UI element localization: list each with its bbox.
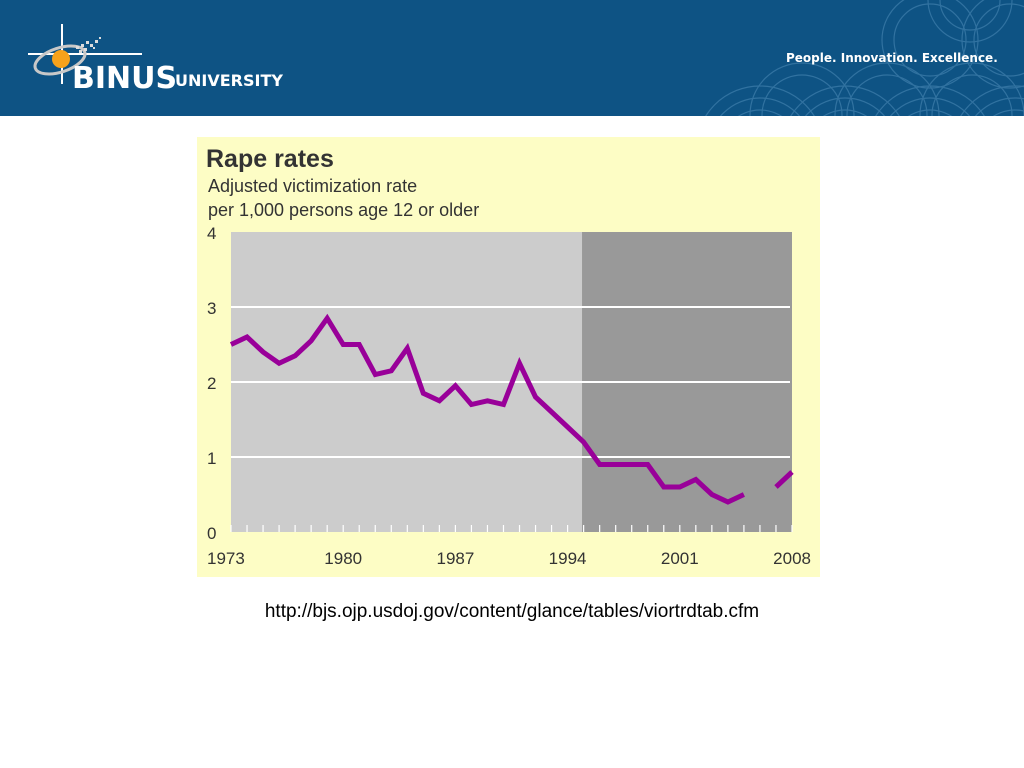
y-tick-label: 3 — [207, 299, 216, 318]
x-tick-label: 1987 — [436, 549, 474, 568]
source-url-text: http://bjs.ojp.usdoj.gov/content/glance/… — [264, 601, 760, 622]
x-tick-label: 1980 — [324, 549, 362, 568]
series-line-segment-1 — [229, 313, 745, 505]
header-banner: BINUS UNIVERSITY People. Innovation. Exc… — [0, 0, 1024, 116]
y-tick-label: 4 — [207, 224, 216, 243]
chart-subtitle-line-1: Adjusted victimization rate — [208, 176, 417, 196]
chart-title: Rape rates — [206, 145, 334, 173]
logo-wordmark: BINUS — [72, 61, 178, 96]
y-tick-label: 2 — [207, 374, 216, 393]
x-tick-label: 1973 — [207, 549, 245, 568]
banner-arc-pattern — [705, 0, 1024, 116]
series-line-segment-2 — [774, 470, 794, 489]
x-tick-label: 2008 — [773, 549, 811, 568]
y-tick-label: 0 — [207, 524, 216, 543]
rape-rates-chart: Rape rates Adjusted victimization rate p… — [206, 145, 811, 568]
y-tick-label: 1 — [207, 449, 216, 468]
chart-subtitle-line-2: per 1,000 persons age 12 or older — [208, 200, 479, 220]
x-tick-label: 2001 — [661, 549, 699, 568]
chart-panel: Rape rates Adjusted victimization rate p… — [197, 137, 820, 577]
x-tick-label: 1994 — [549, 549, 587, 568]
logo-university-label: UNIVERSITY — [175, 71, 283, 90]
binus-logo-icon — [28, 24, 142, 84]
header-tagline: People. Innovation. Excellence. — [786, 51, 998, 65]
